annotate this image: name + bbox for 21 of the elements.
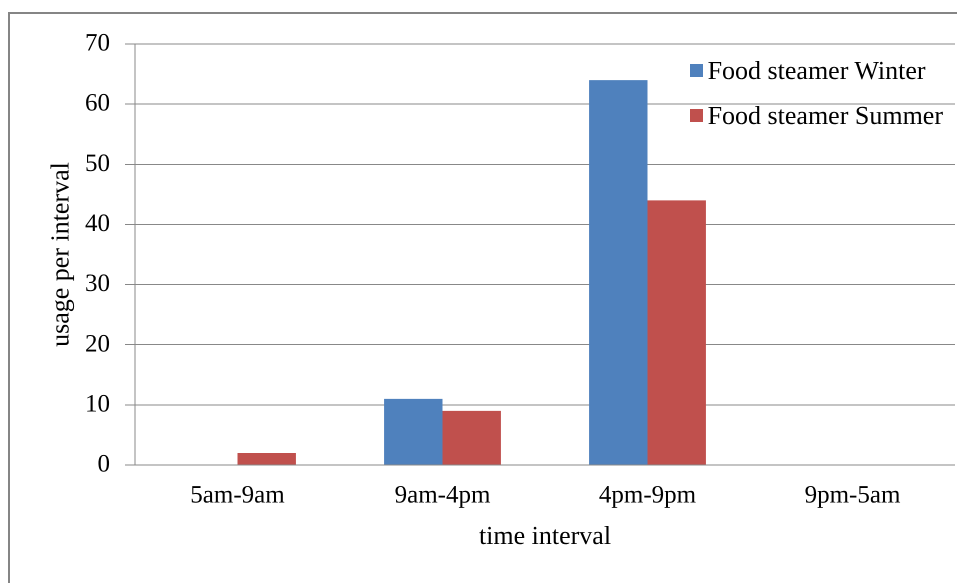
x-tick-label: 4pm-9pm	[598, 482, 697, 509]
x-tick-label: 9am-4pm	[394, 482, 491, 509]
bar	[238, 452, 296, 464]
legend-label: Food steamer Winter	[708, 56, 926, 86]
bar	[384, 398, 442, 464]
y-tick-label: 10	[85, 390, 110, 418]
x-axis-title: time interval	[478, 521, 612, 550]
y-tick-label: 60	[85, 90, 110, 117]
y-tick-label: 50	[85, 150, 110, 177]
legend-label: Food steamer Summer	[708, 100, 943, 130]
bar	[442, 410, 501, 464]
y-axis-title: usage per interval	[45, 162, 74, 347]
bar	[648, 200, 706, 464]
x-tick-label: 9pm-5am	[804, 482, 901, 509]
y-tick-label: 40	[85, 210, 110, 237]
y-tick-label: 0	[98, 450, 110, 478]
x-tick-label: 5am-9am	[190, 482, 286, 509]
bar	[589, 80, 648, 464]
y-tick-label: 70	[85, 30, 110, 57]
y-tick-label: 30	[85, 270, 110, 298]
y-tick-label: 20	[85, 330, 110, 358]
